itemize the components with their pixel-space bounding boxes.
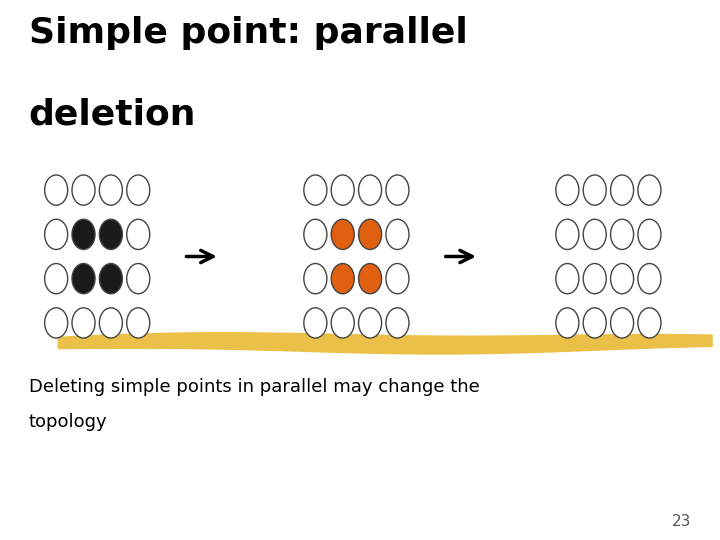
Ellipse shape (638, 308, 661, 338)
Ellipse shape (611, 264, 634, 294)
Text: topology: topology (29, 413, 107, 431)
Ellipse shape (386, 308, 409, 338)
Ellipse shape (127, 219, 150, 249)
Text: Deleting simple points in parallel may change the: Deleting simple points in parallel may c… (29, 378, 480, 396)
Ellipse shape (583, 175, 606, 205)
Ellipse shape (331, 308, 354, 338)
Ellipse shape (127, 175, 150, 205)
Ellipse shape (386, 175, 409, 205)
Ellipse shape (556, 219, 579, 249)
Ellipse shape (127, 264, 150, 294)
Ellipse shape (127, 308, 150, 338)
Ellipse shape (359, 308, 382, 338)
Ellipse shape (304, 219, 327, 249)
Ellipse shape (45, 308, 68, 338)
Ellipse shape (72, 308, 95, 338)
Ellipse shape (304, 264, 327, 294)
Ellipse shape (72, 264, 95, 294)
Ellipse shape (304, 308, 327, 338)
Ellipse shape (583, 219, 606, 249)
Ellipse shape (331, 175, 354, 205)
Ellipse shape (45, 264, 68, 294)
Ellipse shape (638, 264, 661, 294)
Ellipse shape (638, 175, 661, 205)
Ellipse shape (583, 264, 606, 294)
Ellipse shape (72, 219, 95, 249)
Ellipse shape (99, 264, 122, 294)
Ellipse shape (99, 308, 122, 338)
Ellipse shape (45, 219, 68, 249)
Ellipse shape (583, 308, 606, 338)
Ellipse shape (611, 219, 634, 249)
Ellipse shape (556, 264, 579, 294)
Ellipse shape (359, 175, 382, 205)
Ellipse shape (331, 219, 354, 249)
Ellipse shape (331, 264, 354, 294)
Ellipse shape (304, 175, 327, 205)
Text: 23: 23 (672, 514, 691, 529)
Ellipse shape (638, 219, 661, 249)
Ellipse shape (611, 308, 634, 338)
Ellipse shape (72, 175, 95, 205)
Ellipse shape (45, 175, 68, 205)
Polygon shape (58, 332, 713, 355)
Ellipse shape (611, 175, 634, 205)
Ellipse shape (359, 264, 382, 294)
Ellipse shape (359, 219, 382, 249)
Text: Simple point: parallel: Simple point: parallel (29, 16, 467, 50)
Ellipse shape (556, 308, 579, 338)
Ellipse shape (99, 175, 122, 205)
Ellipse shape (556, 175, 579, 205)
Ellipse shape (386, 264, 409, 294)
Ellipse shape (99, 219, 122, 249)
Ellipse shape (386, 219, 409, 249)
Text: deletion: deletion (29, 97, 197, 131)
